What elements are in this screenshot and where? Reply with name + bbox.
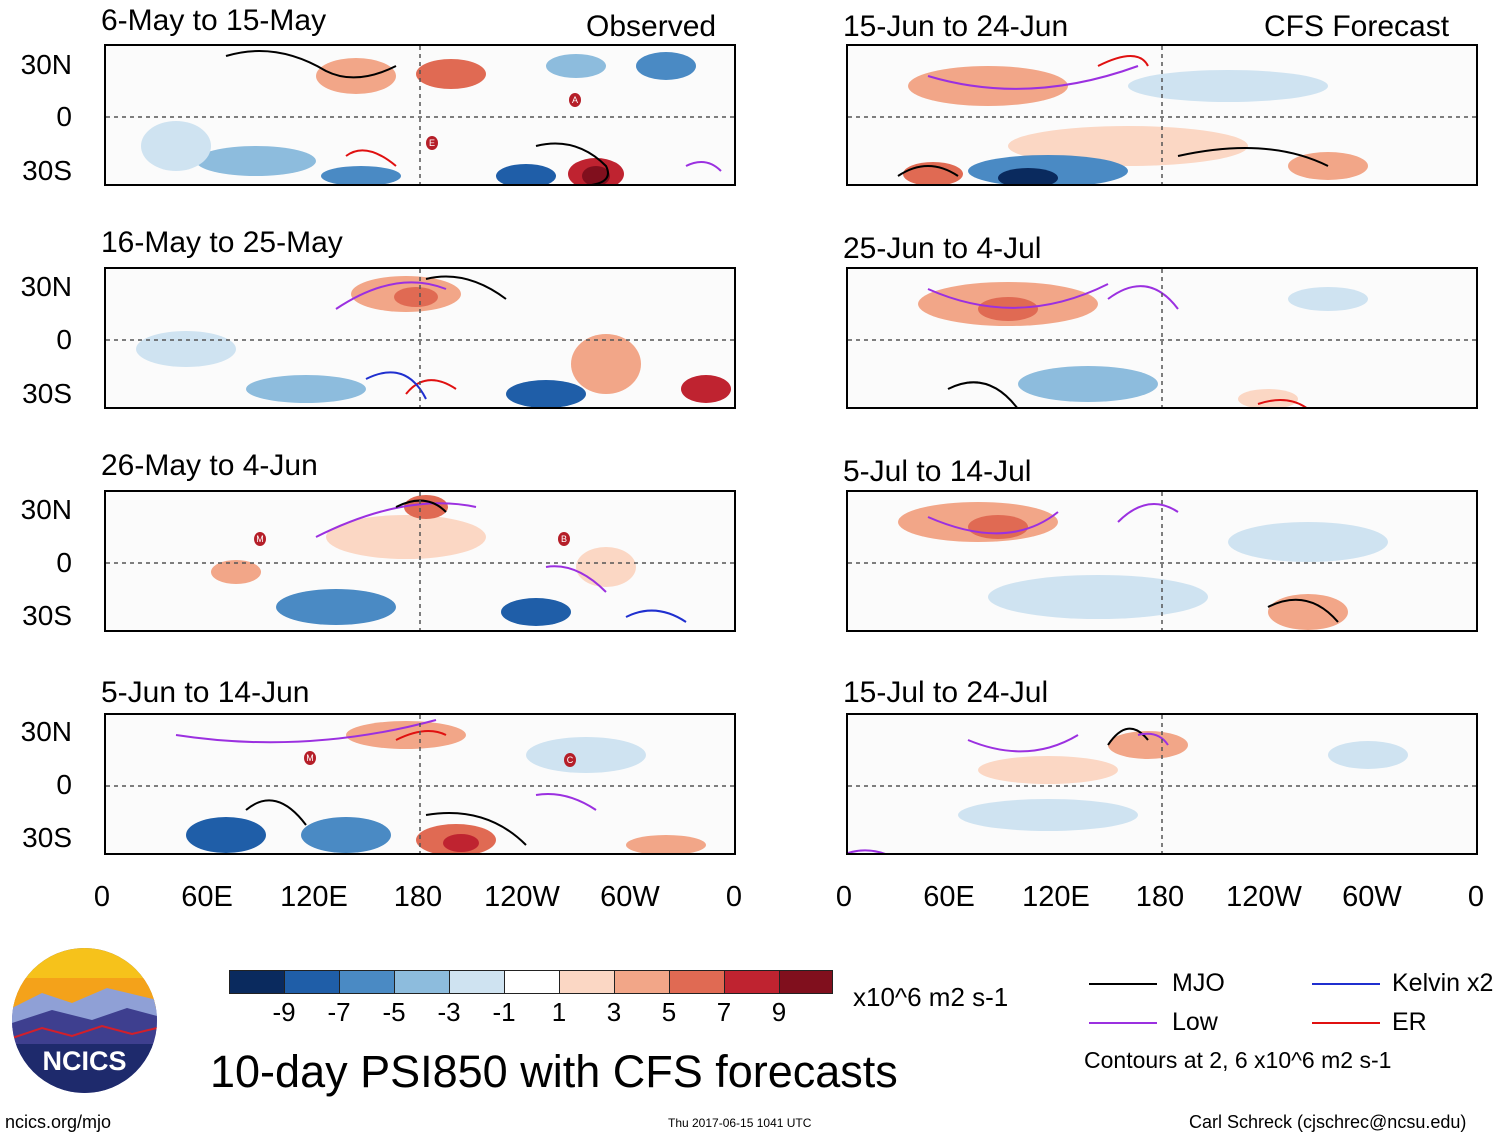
colorbar-swatch (339, 970, 395, 994)
panel-title-2: 16-May to 25-May (101, 226, 343, 259)
panel-title-5: 15-Jun to 24-Jun (843, 10, 1069, 43)
colorbar-label: -7 (327, 997, 351, 1027)
colorbar-swatch (614, 970, 670, 994)
xtick-60w-left: 60W (600, 881, 660, 913)
map-panel-forecast-4 (846, 713, 1478, 855)
colorbar-label: 9 (771, 997, 787, 1027)
xtick-0-end-left: 0 (725, 881, 743, 913)
map-panel-forecast-1 (846, 44, 1478, 186)
legend-line-mjo (1089, 983, 1157, 985)
panel-title-4: 5-Jun to 14-Jun (101, 676, 310, 709)
footer-timestamp: Thu 2017-06-15 1041 UTC (668, 1116, 812, 1130)
ytick-0: 0 (56, 547, 72, 578)
map-panel-forecast-3 (846, 490, 1478, 632)
ytick-30s: 30S (22, 378, 72, 409)
ytick-30n: 30N (20, 494, 72, 525)
ytick-0: 0 (56, 101, 72, 132)
contour-note: Contours at 2, 6 x10^6 m2 s-1 (1084, 1047, 1392, 1073)
ytick-0: 0 (56, 769, 72, 800)
map-panel-observed-4: M C (104, 713, 736, 855)
map-panel-forecast-2 (846, 267, 1478, 409)
ytick-0: 0 (56, 324, 72, 355)
xtick-120e-right: 120E (1022, 881, 1090, 913)
xtick-180-left: 180 (393, 881, 443, 913)
panel-title-6: 25-Jun to 4-Jul (843, 232, 1042, 265)
legend-line-low (1089, 1022, 1157, 1024)
map-panel-observed-3: M B (104, 490, 736, 632)
colorbar-label: 7 (716, 997, 732, 1027)
footer-url[interactable]: ncics.org/mjo (5, 1112, 112, 1132)
xtick-60e-left: 60E (181, 881, 233, 913)
ytick-30n: 30N (20, 49, 72, 80)
colorbar-label: 1 (551, 997, 567, 1027)
colorbar-swatch (669, 970, 725, 994)
xtick-120e-left: 120E (280, 881, 348, 913)
figure-title: 10-day PSI850 with CFS forecasts (210, 1046, 898, 1097)
colorbar-label: 3 (606, 997, 622, 1027)
panel-title-8: 15-Jul to 24-Jul (843, 676, 1049, 709)
colorbar-swatch (779, 970, 833, 994)
cfs-forecast-label: CFS Forecast (1264, 10, 1450, 43)
storm-marker-a: A (569, 93, 581, 107)
panel-title-7: 5-Jul to 14-Jul (843, 455, 1032, 488)
xtick-0-right: 0 (835, 881, 853, 913)
ytick-30s: 30S (22, 822, 72, 853)
colorbar-label: 5 (661, 997, 677, 1027)
colorbar-label: -9 (272, 997, 296, 1027)
xtick-60w-right: 60W (1342, 881, 1402, 913)
colorbar-swatch (559, 970, 615, 994)
observed-label: Observed (586, 10, 717, 43)
ytick-30s: 30S (22, 600, 72, 631)
legend-line-er (1312, 1022, 1380, 1024)
ytick-30s: 30S (22, 155, 72, 186)
colorbar-label: -5 (382, 997, 406, 1027)
colorbar-swatch (449, 970, 505, 994)
legend-line-kelvin (1312, 983, 1380, 985)
storm-marker-m: M (304, 751, 316, 765)
footer-author[interactable]: Carl Schreck (cjschrec@ncsu.edu) (1189, 1112, 1467, 1132)
colorbar-swatch (394, 970, 450, 994)
colorbar-swatch (229, 970, 285, 994)
storm-marker-b: B (558, 532, 570, 546)
xtick-120w-left: 120W (484, 881, 560, 913)
ytick-30n: 30N (20, 716, 72, 747)
map-panel-observed-1: A E (104, 44, 736, 186)
legend-label-low: Low (1172, 1008, 1218, 1036)
colorbar-swatch (504, 970, 560, 994)
legend-label-mjo: MJO (1172, 969, 1225, 997)
colorbar-swatch (724, 970, 780, 994)
xtick-0-end-right: 0 (1467, 881, 1485, 913)
colorbar-units: x10^6 m2 s-1 (853, 982, 1009, 1012)
colorbar-label: -3 (437, 997, 461, 1027)
logo-text: NCICS (42, 1046, 127, 1076)
storm-marker-m: M (254, 532, 266, 546)
panel-title-3: 26-May to 4-Jun (101, 449, 318, 482)
xtick-180-right: 180 (1135, 881, 1185, 913)
xtick-60e-right: 60E (923, 881, 975, 913)
xtick-0-left: 0 (93, 881, 111, 913)
colorbar-swatch (284, 970, 340, 994)
storm-marker-c: C (564, 753, 576, 767)
legend-label-er: ER (1392, 1008, 1427, 1036)
ncics-logo: NCICS (12, 948, 157, 1093)
xtick-120w-right: 120W (1226, 881, 1302, 913)
colorbar-label: -1 (492, 997, 516, 1027)
legend-label-kelvin: Kelvin x2 (1392, 969, 1494, 997)
map-panel-observed-2 (104, 267, 736, 409)
storm-marker-e: E (426, 136, 438, 150)
panel-title-1: 6-May to 15-May (101, 4, 327, 37)
ytick-30n: 30N (20, 271, 72, 302)
